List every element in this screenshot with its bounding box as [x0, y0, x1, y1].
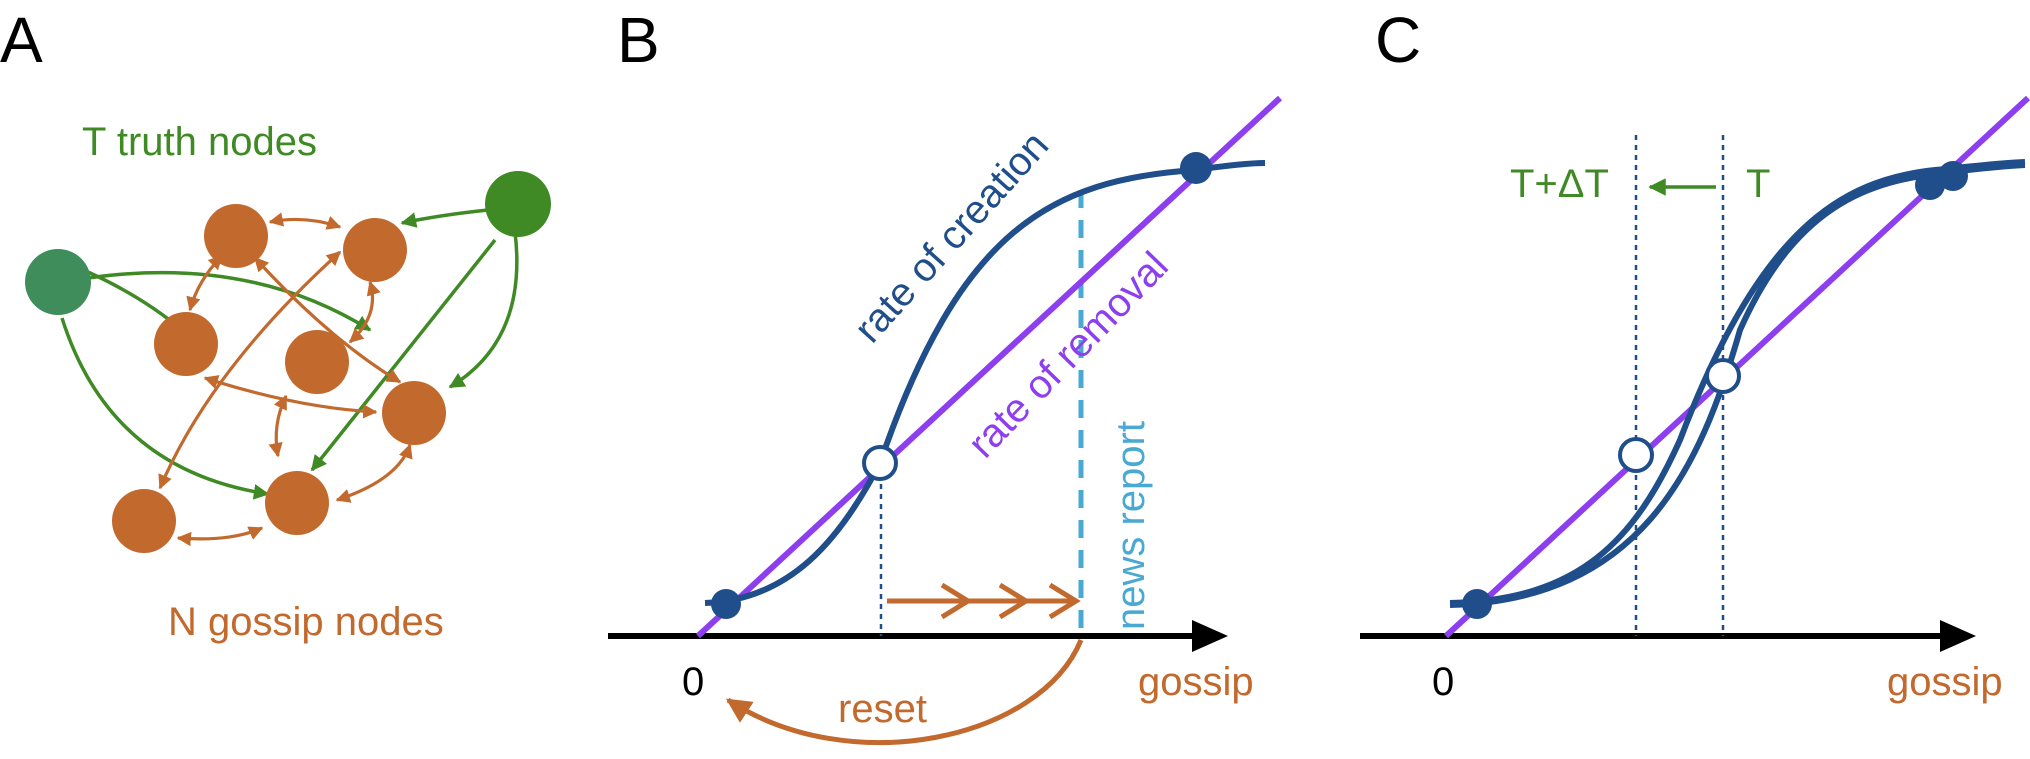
panel-a: A T truth nodes N gossip nodes	[0, 4, 551, 644]
gossip-node	[154, 312, 218, 376]
unstable-point	[862, 445, 898, 481]
stable-low-point	[711, 589, 741, 619]
gossip-edges	[158, 212, 413, 547]
news-report-label: news report	[1109, 421, 1153, 630]
truth-node	[485, 171, 551, 237]
truth-edge	[87, 270, 372, 332]
unstable-point-shifted	[1618, 437, 1654, 473]
removal-line	[695, 95, 1283, 639]
stable-low-point	[1462, 589, 1492, 619]
origin-label: 0	[1432, 660, 1454, 704]
gossip-node	[112, 489, 176, 553]
x-axis-arrowhead	[1940, 620, 1976, 652]
truth-nodes	[25, 171, 551, 315]
gossip-node	[343, 218, 407, 282]
panel-c-letter: C	[1375, 4, 1421, 76]
panel-a-letter: A	[0, 4, 43, 76]
drift-chevron	[1048, 582, 1081, 620]
gossip-edge	[268, 212, 342, 230]
gossip-node	[285, 330, 349, 394]
drift-chevron	[998, 582, 1031, 620]
x-axis-arrowhead	[1192, 620, 1228, 652]
gossip-nodes	[112, 204, 446, 553]
gossip-node	[204, 204, 268, 268]
reset-arrow	[725, 639, 1084, 746]
stable-high-point	[1915, 170, 1945, 200]
drift-chevron	[940, 582, 973, 620]
panel-b-letter: B	[617, 4, 660, 76]
panel-c: C 0 gossip T+ΔT T	[1360, 4, 2030, 704]
gossip-edge	[186, 254, 224, 312]
stable-high-point	[1180, 152, 1212, 184]
axis-label: gossip	[1138, 660, 1254, 704]
reset-label: reset	[838, 687, 927, 731]
truth-nodes-label: T truth nodes	[82, 120, 317, 164]
axis-label: gossip	[1887, 660, 2003, 704]
original-threshold-label: T	[1746, 162, 1770, 206]
truth-edge	[400, 208, 489, 228]
gossip-edge	[335, 443, 413, 503]
gossip-nodes-label: N gossip nodes	[168, 600, 444, 644]
gossip-edge	[268, 394, 288, 458]
shifted-threshold-label: T+ΔT	[1510, 162, 1609, 206]
stable-high-point	[1938, 161, 1968, 191]
truth-node	[25, 249, 91, 315]
gossip-node	[382, 381, 446, 445]
gossip-edge	[203, 375, 378, 419]
truth-edge	[448, 231, 519, 389]
gossip-node	[265, 471, 329, 535]
unstable-point-original	[1705, 358, 1741, 394]
gossip-edge	[348, 280, 381, 344]
origin-label: 0	[682, 660, 704, 704]
gossip-edge	[158, 250, 342, 490]
creation-label: rate of creation	[846, 123, 1057, 351]
panel-b: B 0 gossip news report rate of removal r…	[608, 4, 1283, 746]
gossip-edge	[176, 526, 264, 547]
